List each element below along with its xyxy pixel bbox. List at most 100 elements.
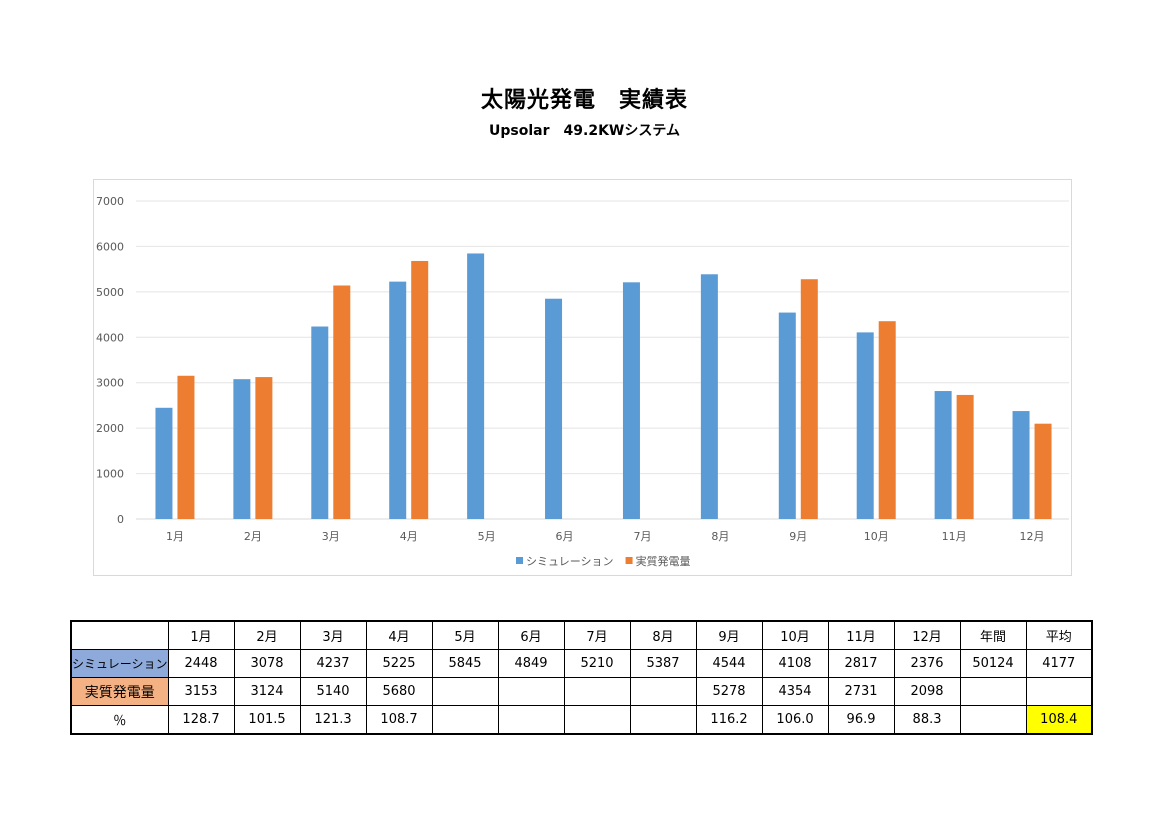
table-row: 実質発電量 3153 3124 5140 5680 5278 4354 2731 2098 [69,677,1094,706]
table-cell: 2376 [893,649,961,678]
table-cell: 128.7 [167,705,235,735]
row-header: ％ [69,705,169,735]
bar-simulation [155,407,173,519]
table-cell [431,677,499,706]
table-cell [497,705,565,735]
y-tick-label: 1000 [96,468,124,481]
column-header: 11月 [827,620,895,650]
bar-actual [411,260,429,519]
bar-actual [800,279,818,519]
table-cell: 2731 [827,677,895,706]
legend-swatch [625,557,633,564]
bar-simulation [467,253,485,519]
data-table: 1月 2月 3月 4月 5月 6月 7月 8月 9月 10月 11月 12月 年間 平均 シミュレーション 2… [69,620,1094,735]
bar-actual [333,285,351,519]
y-tick-label: 2000 [96,422,124,435]
table-cell: 4354 [761,677,829,706]
x-tick-label: 8月 [711,530,729,543]
y-tick-label: 7000 [96,195,124,208]
table-cell: 50124 [959,649,1027,678]
column-header: 年間 [959,620,1027,650]
table-cell: 108.7 [365,705,433,735]
table-cell: 116.2 [695,705,763,735]
page-title: 太陽光発電 実績表 [480,88,688,113]
bar-simulation [233,379,251,519]
table-cell: 4177 [1025,649,1094,678]
column-header: 7月 [563,620,631,650]
column-header: 12月 [893,620,961,650]
table-cell [497,677,565,706]
y-tick-label: 0 [117,513,124,526]
bar-actual [956,394,974,519]
bar-actual [878,321,896,519]
table-cell: 5140 [299,677,367,706]
y-tick-label: 6000 [96,240,124,253]
bar-simulation [700,274,718,519]
table-cell: 5225 [365,649,433,678]
bar-simulation [622,282,640,519]
table-cell: 106.0 [761,705,829,735]
table-cell: 88.3 [893,705,961,735]
y-tick-label: 5000 [96,286,124,299]
table-cell: 121.3 [299,705,367,735]
x-tick-label: 3月 [322,530,340,543]
column-header: 10月 [761,620,829,650]
page-subtitle: Upsolar 49.2KWシステム [489,123,680,139]
x-tick-label: 2月 [244,530,262,543]
x-tick-label: 7月 [633,530,651,543]
table-cell: 5278 [695,677,763,706]
table-cell: 101.5 [233,705,301,735]
x-tick-label: 11月 [942,530,967,543]
row-header: シミュレーション [69,649,169,678]
table-header-row: 1月 2月 3月 4月 5月 6月 7月 8月 9月 10月 11月 12月 年間 平均 [69,620,1094,650]
bar-chart: 0 1000 2000 3000 4000 5000 6000 7000 1月 2月 3月 4月 5月 6… [96,195,1069,568]
chart-area: 0 1000 2000 3000 4000 5000 6000 7000 1月 2月 3月 4月 5月 6… [93,179,1072,576]
table-cell: 4544 [695,649,763,678]
column-header: 9月 [695,620,763,650]
x-tick-label: 1月 [166,530,184,543]
column-header: 6月 [497,620,565,650]
y-tick-label: 3000 [96,377,124,390]
column-header: 1月 [167,620,235,650]
table-cell: 2817 [827,649,895,678]
legend-label: 実質発電量 [636,554,691,568]
legend-swatch [516,557,523,564]
bar-simulation [545,298,563,519]
bar-simulation [389,281,407,519]
x-tick-label: 9月 [789,530,807,543]
column-header: 2月 [233,620,301,650]
table-row: シミュレーション 2448 3078 4237 5225 5845 4849 5210 5387… [69,649,1094,678]
table-cell: 3124 [233,677,301,706]
x-tick-label: 5月 [478,530,496,543]
table-cell: 96.9 [827,705,895,735]
table-cell: 108.4 [1025,705,1094,735]
x-tick-label: 12月 [1020,530,1045,543]
bar-actual [177,375,195,519]
row-header: 実質発電量 [69,677,169,706]
table-cell: 5845 [431,649,499,678]
table-cell: 4108 [761,649,829,678]
table-cell: 4849 [497,649,565,678]
bar-simulation [311,326,329,519]
table-row: ％ 128.7 101.5 121.3 108.7 116.2 106.0 96.9 88.3 1… [69,705,1094,735]
table-cell: 5680 [365,677,433,706]
x-tick-label: 4月 [400,530,418,543]
table-cell [1025,677,1094,706]
table-cell: 3078 [233,649,301,678]
table-cell [959,705,1027,735]
table-cell: 4237 [299,649,367,678]
table-cell [563,677,631,706]
table-cell: 2098 [893,677,961,706]
bar-simulation [934,391,952,519]
table-cell [431,705,499,735]
table-cell [563,705,631,735]
bar-simulation [778,312,796,519]
table-cell [629,705,697,735]
column-header: 4月 [365,620,433,650]
column-header: 3月 [299,620,367,650]
table-cell: 2448 [167,649,235,678]
table-cell: 5210 [563,649,631,678]
table-cell: 5387 [629,649,697,678]
column-header: 平均 [1025,620,1094,650]
table-cell [629,677,697,706]
